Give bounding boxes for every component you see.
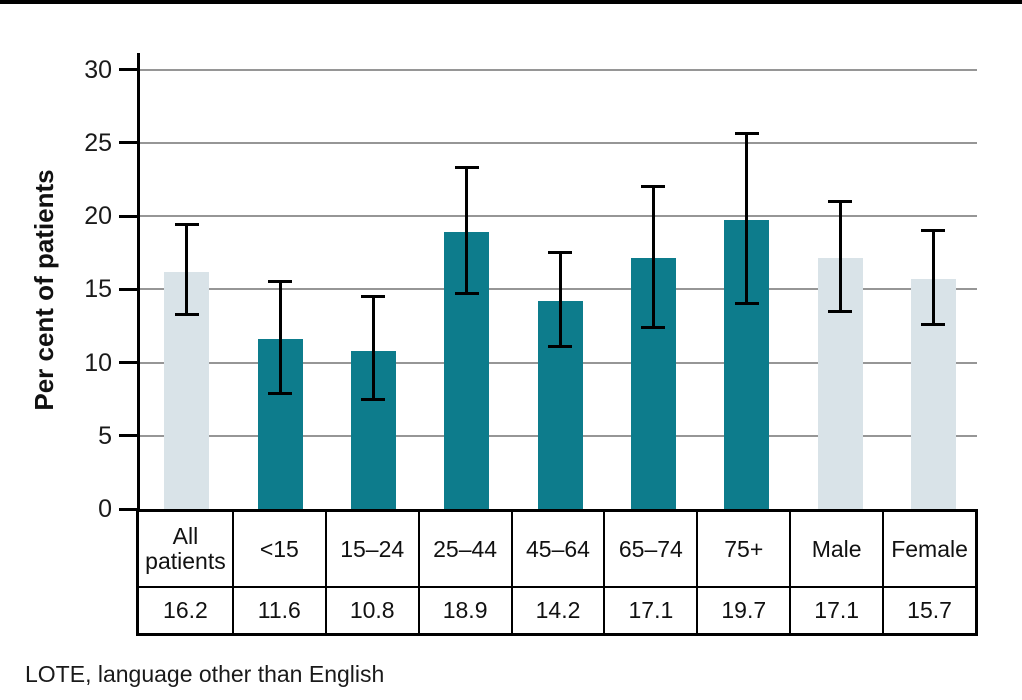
gridline-25 [140,142,977,144]
error-bar-stem-0 [185,225,188,314]
y-tick-20 [119,215,137,218]
table-category-cell: 65–74 [603,512,696,586]
table-category-cell: Male [789,512,882,586]
table-category-cell: Female [882,512,975,586]
error-bar-stem-6 [745,134,748,304]
y-tick-label-15: 15 [84,275,112,303]
table-category-cell: 75+ [696,512,789,586]
table-value-cell: 18.9 [417,586,511,633]
table-category-cell: All patients [145,523,226,574]
gridline-20 [140,215,977,217]
y-tick-label-25: 25 [84,129,112,157]
table-value-cell: 17.1 [789,586,883,633]
error-bar-stem-4 [559,253,562,347]
y-tick-10 [119,361,137,364]
y-tick-label-0: 0 [98,495,112,523]
plot-area [137,53,977,509]
error-bar-stem-3 [465,168,468,294]
error-bar-cap-bottom-0 [175,313,199,316]
table-value-cell: 10.8 [324,586,418,633]
error-bar-cap-bottom-5 [641,326,665,329]
error-bar-cap-top-8 [921,229,945,232]
table-category-cell: 15–24 [324,512,418,586]
table-value-cell: 17.1 [603,586,697,633]
error-bar-cap-bottom-1 [268,392,292,395]
error-bar-cap-top-0 [175,223,199,226]
error-bar-cap-top-3 [455,166,479,169]
error-bar-cap-bottom-6 [735,302,759,305]
error-bar-cap-bottom-7 [828,310,852,313]
error-bar-cap-top-5 [641,185,665,188]
error-bar-cap-bottom-8 [921,323,945,326]
error-bar-cap-top-6 [735,132,759,135]
error-bar-stem-8 [932,231,935,325]
y-tick-30 [119,68,137,71]
table-category-cell: <15 [231,512,325,586]
y-tick-15 [119,288,137,291]
y-tick-0 [119,508,137,511]
footnote: LOTE, language other than English [25,661,385,687]
error-bar-stem-5 [652,187,655,328]
data-table: All patients <15 15–24 25–44 45–64 65–74 75+ Ma… [136,509,978,636]
y-tick-label-5: 5 [98,422,112,450]
gridline-30 [140,69,977,71]
y-tick-25 [119,141,137,144]
y-tick-label-10: 10 [84,349,112,377]
error-bar-cap-bottom-2 [361,398,385,401]
y-tick-5 [119,434,137,437]
error-bar-cap-top-2 [361,295,385,298]
error-bar-stem-1 [279,282,282,393]
y-tick-label-20: 20 [84,202,112,230]
error-bar-stem-7 [839,201,842,311]
error-bar-cap-bottom-4 [548,345,572,348]
table-value-cell: 16.2 [139,586,232,633]
y-tick-label-30: 30 [84,56,112,84]
table-category-cell: 45–64 [510,512,604,586]
error-bar-cap-bottom-3 [455,292,479,295]
table-category-cell: 25–44 [417,512,511,586]
error-bar-stem-2 [372,297,375,400]
gridline-15 [140,288,977,290]
error-bar-cap-top-1 [268,280,292,283]
table-value-cell: 15.7 [882,586,975,633]
top-rule [0,0,1022,4]
table-value-cell: 11.6 [231,586,325,633]
table-value-cell: 14.2 [510,586,604,633]
error-bar-cap-top-4 [548,251,572,254]
table-value-cell: 19.7 [696,586,790,633]
error-bar-cap-top-7 [828,200,852,203]
